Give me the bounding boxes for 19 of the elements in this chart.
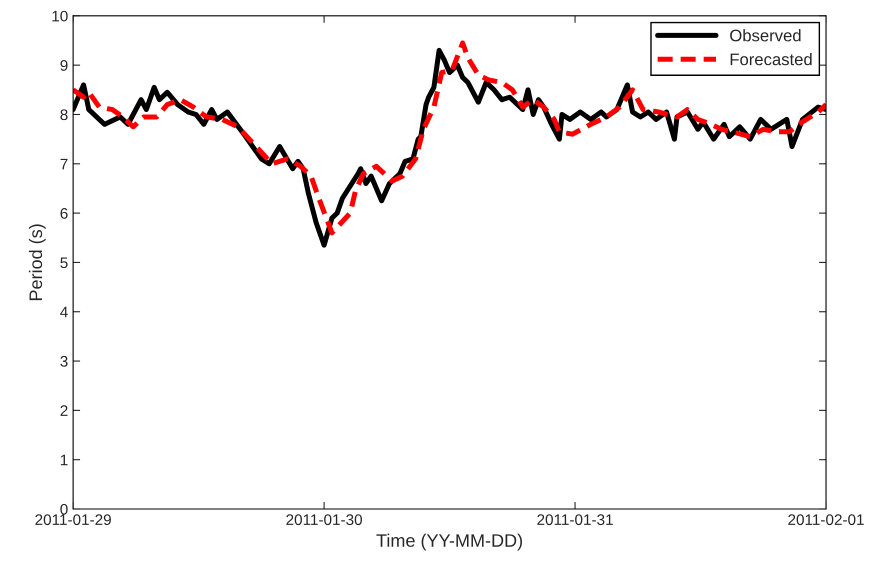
y-tick-label: 5 [60, 257, 68, 268]
y-tick-label: 3 [60, 356, 68, 367]
x-tick-label: 2011-01-31 [537, 514, 613, 526]
legend-label: Observed [730, 29, 801, 42]
y-tick-label: 9 [60, 60, 68, 71]
x-tick-label: 2011-02-01 [788, 514, 864, 526]
y-tick-label: 6 [60, 208, 68, 219]
y-tick-label: 2 [60, 405, 68, 416]
y-tick-label: 10 [52, 10, 68, 22]
y-tick-label: 8 [60, 109, 68, 120]
y-tick-label: 0 [60, 504, 68, 515]
x-tick-label: 2011-01-30 [286, 514, 362, 526]
y-axis-title: Period (s) [28, 224, 46, 300]
x-axis-title: Time (YY-MM-DD) [376, 534, 522, 550]
y-tick-label: 1 [60, 454, 68, 466]
y-tick-label: 7 [60, 158, 68, 170]
legend-label: Forecasted [730, 53, 812, 66]
y-tick-label: 4 [60, 306, 68, 318]
x-tick-label: 2011-01-29 [35, 514, 111, 526]
